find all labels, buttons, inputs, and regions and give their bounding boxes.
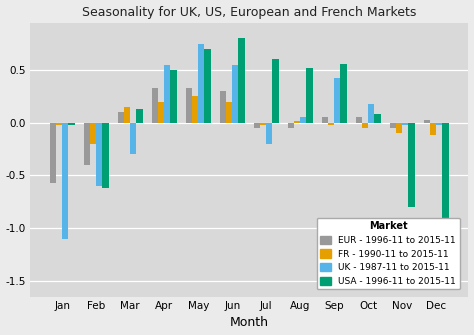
Bar (68, 123, 74, 125)
Title: Seasonality for UK, US, European and French Markets: Seasonality for UK, US, European and Fre… (82, 6, 417, 18)
Bar (266, 123, 273, 144)
Bar (56, 123, 62, 125)
Bar (430, 123, 436, 135)
Bar (254, 123, 260, 128)
Bar (90, 123, 96, 144)
Bar (170, 70, 176, 123)
Bar (137, 109, 143, 123)
Bar (158, 102, 164, 123)
Bar (220, 91, 226, 123)
Bar (356, 118, 362, 123)
Bar (300, 118, 306, 123)
Bar (340, 64, 346, 123)
X-axis label: Month: Month (230, 317, 269, 329)
Bar (186, 88, 192, 123)
Bar (102, 123, 109, 188)
Bar (164, 65, 170, 123)
Bar (84, 123, 90, 165)
Bar (362, 123, 368, 128)
Bar (442, 123, 448, 281)
Bar (192, 96, 198, 123)
Bar (260, 123, 266, 125)
Bar (226, 102, 232, 123)
Bar (328, 123, 334, 125)
Bar (322, 118, 328, 123)
Bar (288, 123, 294, 128)
Bar (334, 78, 340, 123)
Bar (232, 65, 238, 123)
Bar (238, 38, 245, 123)
Bar (402, 123, 409, 125)
Bar (273, 59, 279, 123)
Bar (424, 120, 430, 123)
Bar (96, 123, 102, 186)
Bar (50, 123, 56, 183)
Legend: EUR - 1996-11 to 2015-11, FR - 1990-11 to 2015-11, UK - 1987-11 to 2015-11, USA : EUR - 1996-11 to 2015-11, FR - 1990-11 t… (317, 218, 460, 289)
Bar (204, 49, 210, 123)
Bar (306, 68, 312, 123)
Bar (436, 123, 442, 125)
Bar (152, 88, 158, 123)
Bar (130, 123, 137, 154)
Bar (390, 123, 396, 128)
Bar (198, 44, 204, 123)
Bar (396, 123, 402, 133)
Bar (294, 121, 300, 123)
Bar (124, 107, 130, 123)
Bar (409, 123, 415, 207)
Bar (118, 112, 124, 123)
Bar (374, 114, 381, 123)
Bar (368, 104, 374, 123)
Bar (62, 123, 68, 239)
